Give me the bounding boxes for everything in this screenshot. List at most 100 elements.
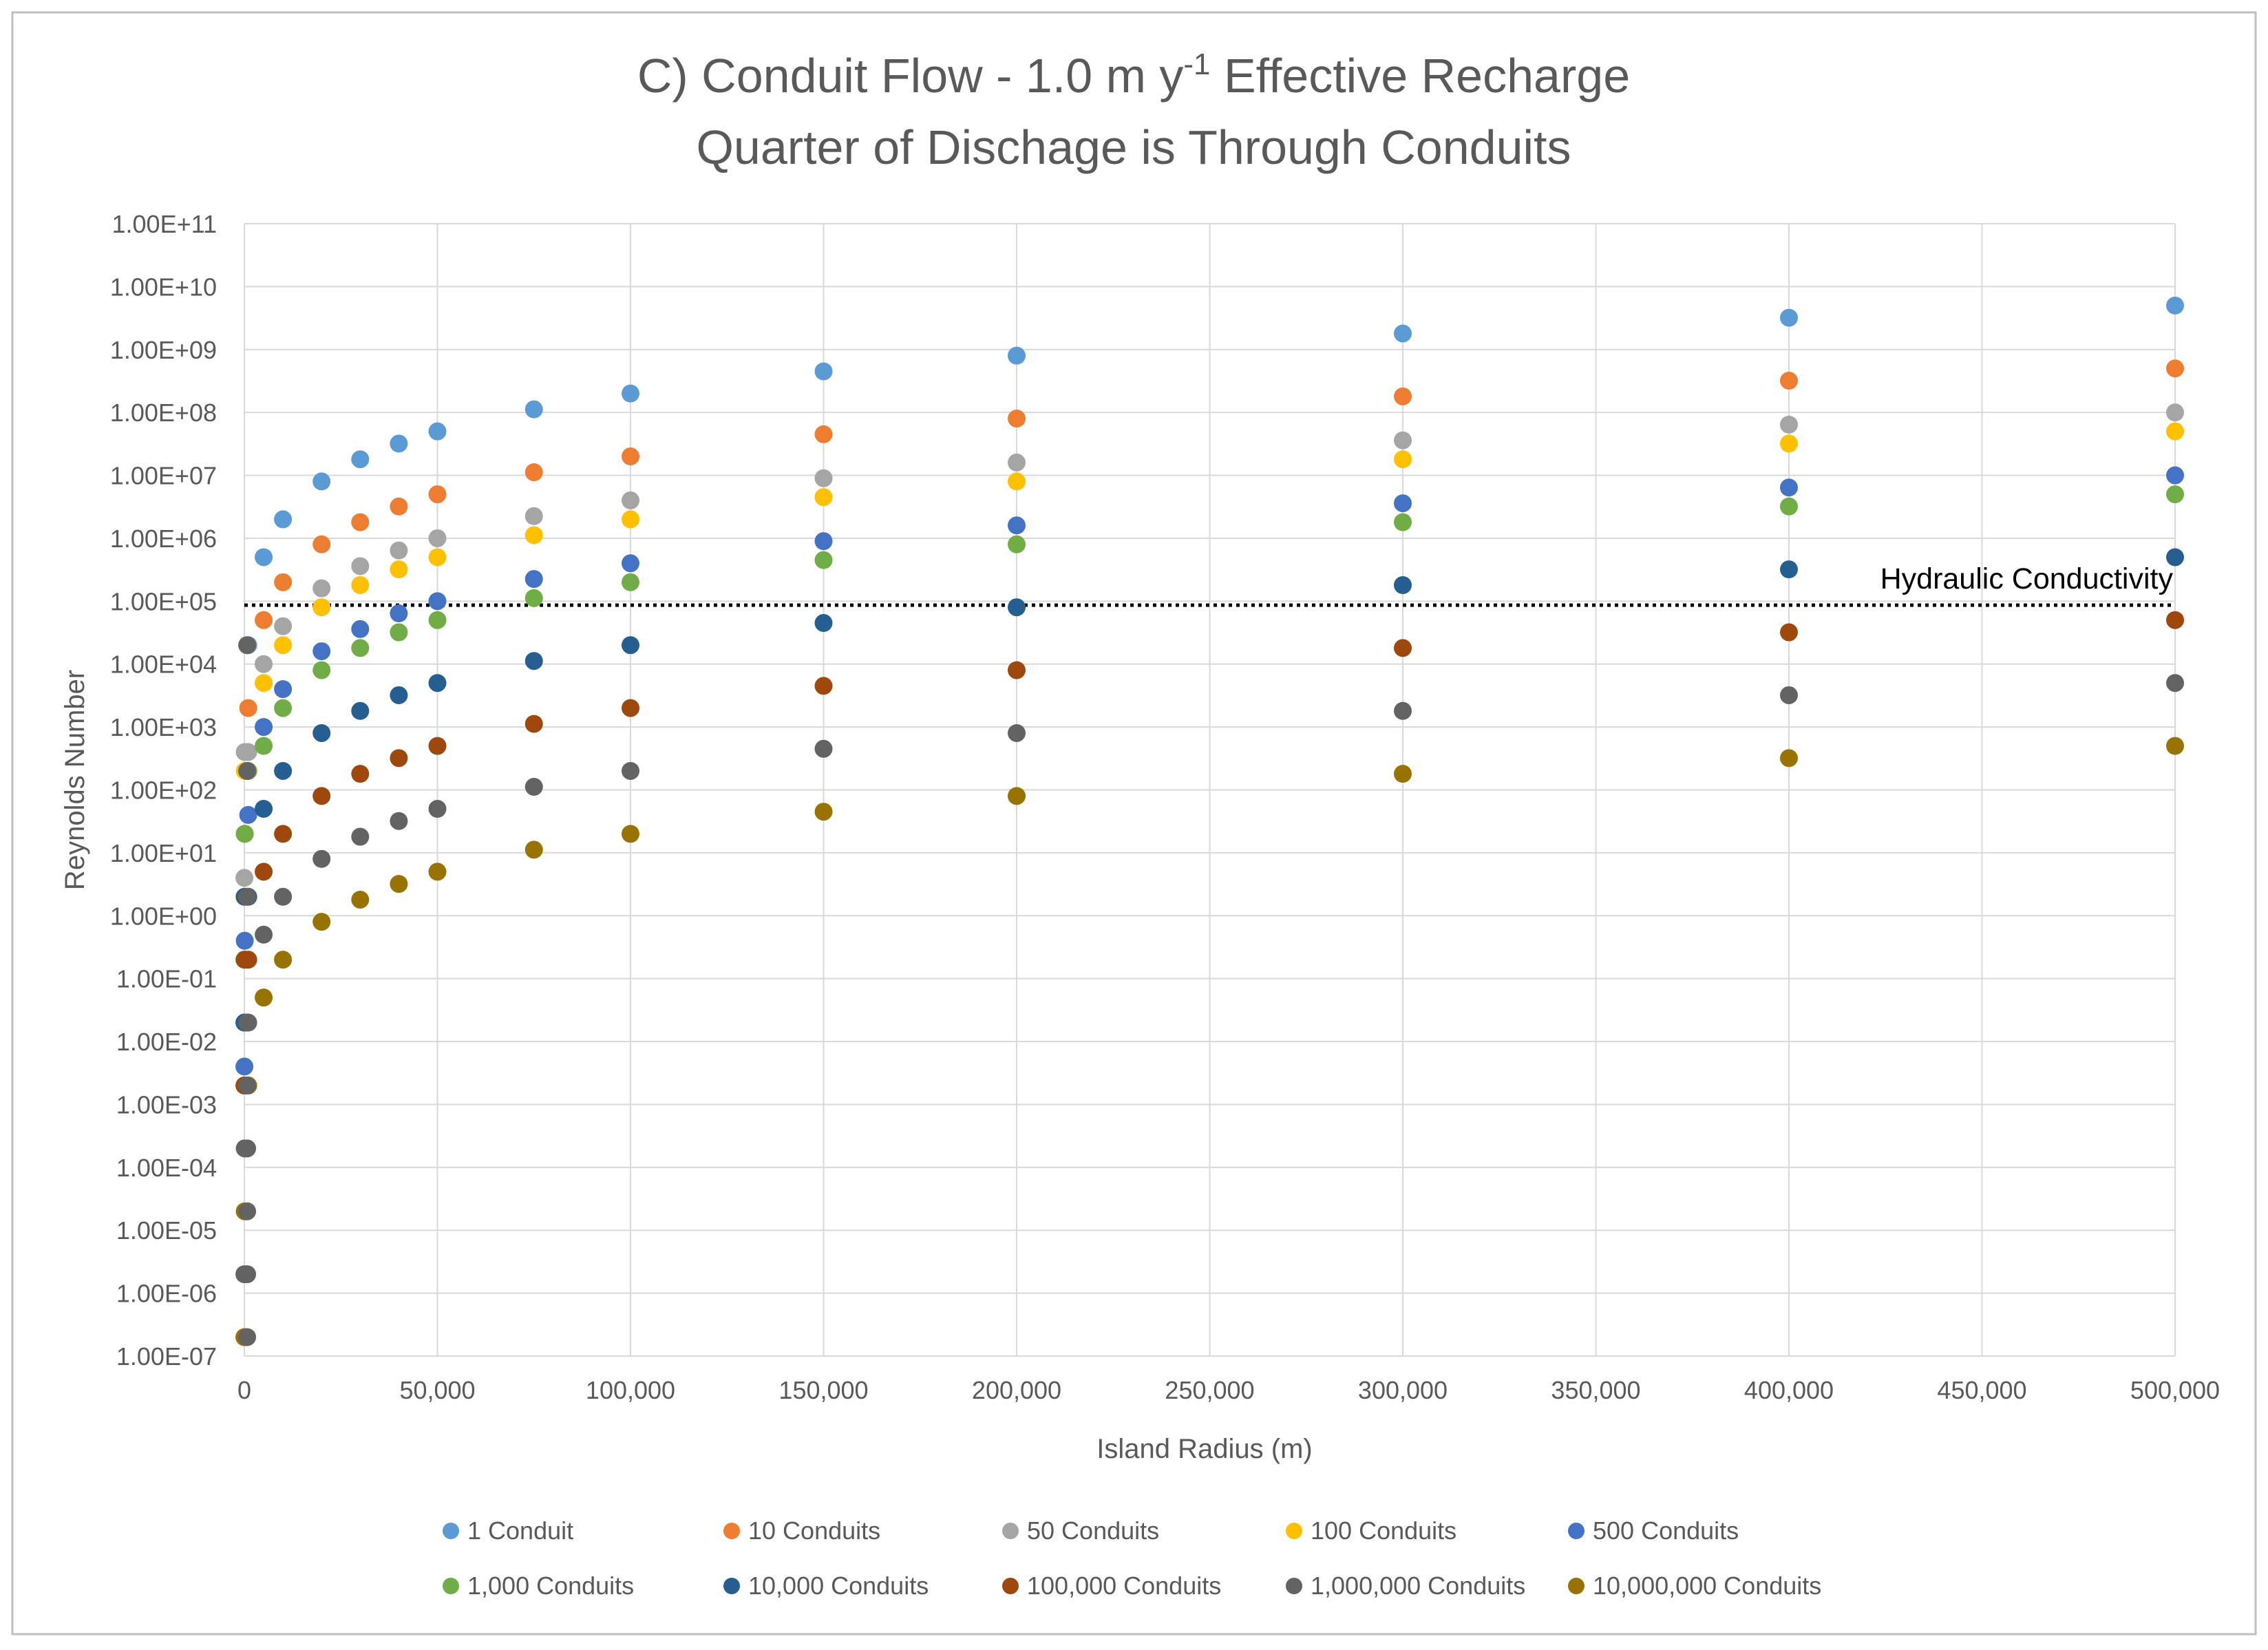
point-1-000-conduits: [351, 639, 370, 657]
point-100-000-conduits: [2166, 611, 2184, 629]
point-100-conduits: [524, 526, 543, 544]
y-tick-label: 1.00E+05: [110, 587, 217, 615]
y-tick-label: 1.00E+10: [110, 273, 217, 301]
legend-marker: [1286, 1578, 1302, 1594]
point-base-value: [238, 761, 257, 780]
point-100-000-conduits: [814, 677, 833, 695]
point-10-000-conduits: [1780, 560, 1798, 579]
point-10-000-000-conduits: [814, 803, 833, 821]
legend-label: 500 Conduits: [1593, 1516, 1739, 1545]
point-100-000-conduits: [1008, 661, 1026, 679]
point-500-conduits: [390, 604, 408, 623]
point-10-000-000-conduits: [428, 863, 447, 881]
point-10-conduits: [1780, 372, 1798, 390]
x-tick-label: 400,000: [1744, 1376, 1834, 1404]
point-50-conduits: [428, 529, 447, 547]
legend-label: 10,000 Conduits: [748, 1572, 929, 1600]
point-1-conduit: [814, 362, 833, 381]
data-points: [235, 296, 2184, 1346]
y-tick-label: 1.00E+11: [112, 210, 217, 238]
x-tick-label: 100,000: [586, 1376, 675, 1404]
point-100-conduits: [1394, 450, 1412, 469]
point-1-conduit: [1780, 308, 1798, 327]
point-1-conduit: [524, 400, 543, 419]
point-10-000-conduits: [1394, 576, 1412, 595]
point-100-conduits: [428, 548, 447, 567]
point-1-000-000-conduits: [274, 887, 293, 906]
legend-marker: [723, 1578, 740, 1594]
point-50-conduits: [235, 869, 254, 887]
point-base-value: [238, 1265, 257, 1284]
point-1-000-conduits: [1394, 513, 1412, 531]
point-500-conduits: [1394, 494, 1412, 513]
point-100-conduits: [1008, 472, 1026, 491]
point-1-000-000-conduits: [428, 800, 447, 818]
point-10-000-conduits: [274, 761, 293, 780]
point-10-000-000-conduits: [274, 951, 293, 969]
point-10-000-conduits: [351, 701, 370, 720]
point-base-value: [238, 1202, 257, 1220]
point-10-000-conduits: [2166, 548, 2184, 567]
point-base-value: [238, 1139, 257, 1158]
legend-marker: [1568, 1578, 1585, 1594]
point-10-000-conduits: [524, 652, 543, 670]
point-100-000-conduits: [312, 787, 331, 805]
reference-line-group: Hydraulic Conductivity: [244, 562, 2175, 607]
x-tick-label: 450,000: [1937, 1376, 2026, 1404]
y-tick-label: 1.00E-06: [116, 1280, 217, 1308]
point-100-000-conduits: [274, 825, 293, 843]
legend-label: 1,000 Conduits: [467, 1572, 634, 1600]
y-tick-label: 1.00E+02: [110, 776, 217, 805]
point-1-000-000-conduits: [524, 778, 543, 796]
y-tick-label: 1.00E+07: [110, 462, 217, 490]
point-500-conduits: [351, 620, 370, 638]
point-10-000-conduits: [428, 674, 447, 692]
legend-label: 10,000,000 Conduits: [1593, 1572, 1821, 1600]
point-100-conduits: [274, 636, 293, 655]
point-50-conduits: [524, 507, 543, 525]
point-10-conduits: [1394, 387, 1412, 405]
point-500-conduits: [2166, 466, 2184, 485]
x-tick-label: 200,000: [972, 1376, 1061, 1404]
point-1-000-conduits: [1008, 535, 1026, 553]
point-100-conduits: [255, 674, 273, 692]
y-tick-label: 1.00E+04: [110, 651, 217, 679]
point-1-conduit: [274, 510, 293, 529]
point-10-000-000-conduits: [255, 988, 273, 1007]
point-100-000-conduits: [428, 737, 447, 755]
point-50-conduits: [255, 655, 273, 673]
point-1-000-000-conduits: [255, 925, 273, 944]
point-1-conduit: [390, 434, 408, 453]
point-50-conduits: [390, 541, 408, 560]
point-100-conduits: [814, 488, 833, 507]
point-1-000-000-conduits: [2166, 674, 2184, 692]
point-500-conduits: [524, 570, 543, 589]
y-tick-label: 1.00E-03: [116, 1090, 217, 1119]
point-10-000-conduits: [255, 800, 273, 818]
point-100-conduits: [312, 598, 331, 617]
legend: 1 Conduit 10 Conduits 50 Conduits 100 Condu…: [443, 1516, 1821, 1600]
legend-marker: [1568, 1523, 1585, 1539]
point-10-000-000-conduits: [351, 890, 370, 909]
point-10-conduits: [274, 573, 293, 591]
point-500-conduits: [814, 532, 833, 551]
point-500-conduits: [622, 554, 639, 573]
point-1-conduit: [622, 384, 639, 403]
point-10-000-000-conduits: [1008, 787, 1026, 805]
point-1-000-conduits: [390, 623, 408, 642]
point-50-conduits: [2166, 403, 2184, 422]
point-1-conduit: [255, 548, 273, 567]
point-1-000-000-conduits: [312, 849, 331, 868]
point-50-conduits: [312, 579, 331, 597]
point-500-conduits: [1780, 478, 1798, 497]
point-1-000-conduits: [1780, 497, 1798, 516]
point-100-000-conduits: [351, 765, 370, 783]
legend-marker: [723, 1523, 740, 1539]
point-50-conduits: [1780, 415, 1798, 434]
point-500-conduits: [274, 680, 293, 699]
point-500-conduits: [235, 1057, 254, 1076]
legend-label: 100,000 Conduits: [1027, 1572, 1221, 1600]
point-1-000-conduits: [622, 573, 639, 591]
point-1-000-conduits: [312, 661, 331, 679]
point-1-000-000-conduits: [351, 827, 370, 846]
